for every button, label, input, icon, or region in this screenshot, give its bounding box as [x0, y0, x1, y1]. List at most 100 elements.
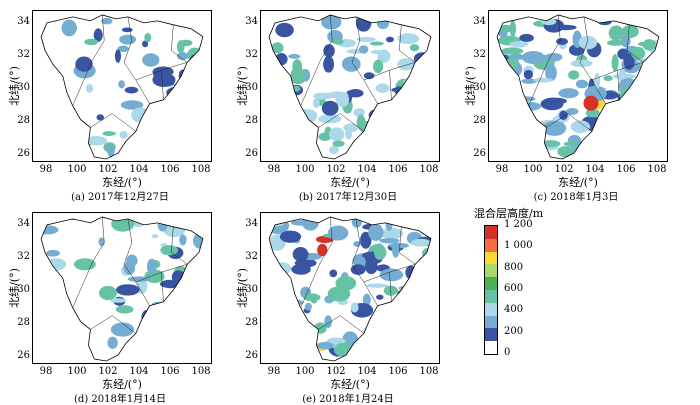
- mixing-layer-patch: [277, 144, 298, 160]
- mixing-layer-patch: [508, 53, 526, 61]
- mixing-layer-patch: [79, 138, 88, 151]
- city-boundary: [617, 70, 620, 100]
- mixing-layer-patch: [570, 59, 593, 68]
- mixing-layer-patch: [193, 269, 203, 285]
- mixing-layer-patch: [145, 333, 168, 344]
- mixing-layer-patch: [274, 274, 288, 287]
- mixing-layer-patch: [181, 75, 195, 85]
- mixing-layer-patch: [585, 141, 596, 155]
- city-boundary: [171, 24, 188, 63]
- mixing-layer-patch: [284, 149, 298, 155]
- x-tick-label: 102: [98, 366, 118, 377]
- city-boundary: [123, 16, 150, 104]
- y-axis-label: 北纬/(°): [236, 66, 249, 106]
- map-svg: [496, 14, 660, 160]
- mixing-layer-patch: [415, 317, 422, 326]
- mixing-layer-patch: [329, 269, 338, 278]
- mixing-layer-patch: [510, 109, 520, 127]
- mixing-layer-patch: [321, 14, 342, 30]
- y-tick-label: 30: [17, 82, 30, 93]
- map-svg: [268, 14, 432, 160]
- mixing-layer-patch: [423, 354, 431, 360]
- mixing-layer-patch: [313, 92, 333, 100]
- mixing-layer-patch: [635, 112, 649, 118]
- mixing-layer-patch: [107, 144, 115, 157]
- x-tick-label: 102: [326, 366, 346, 377]
- mixing-layer-patch: [318, 132, 332, 141]
- y-tick-label: 32: [473, 49, 486, 60]
- legend-colorbar: [484, 225, 498, 355]
- mixing-layer-patch: [142, 338, 163, 347]
- city-boundary: [318, 113, 364, 132]
- legend-label: 1 200: [504, 219, 533, 230]
- mixing-layer-patch: [648, 62, 659, 70]
- mixing-layer-patch: [275, 22, 294, 38]
- mixing-layer-patch: [379, 268, 404, 282]
- mixing-layer-patch: [183, 90, 192, 99]
- mixing-layer-patch: [388, 113, 409, 129]
- x-tick-label: 106: [160, 164, 180, 175]
- mixing-layer-patch: [275, 336, 289, 347]
- mixing-layer-patch: [111, 216, 135, 232]
- mixing-layer-patch: [304, 302, 313, 311]
- mixing-layer-patch: [597, 120, 605, 138]
- mixing-layer-patch: [114, 49, 122, 63]
- mixing-layer-patch: [182, 78, 201, 83]
- x-tick-label: 104: [129, 366, 149, 377]
- x-tick-label: 98: [495, 164, 509, 175]
- mixing-layer-patch: [652, 136, 659, 151]
- mixing-layer-patch: [501, 97, 515, 107]
- y-tick-label: 30: [245, 284, 258, 295]
- mixing-layer-patch: [647, 118, 659, 132]
- mixing-layer-patch: [520, 136, 530, 148]
- mixing-layer-patch: [381, 315, 394, 327]
- mixing-layer-patch: [115, 284, 140, 296]
- mixing-layer-patch: [282, 120, 293, 132]
- mixing-layer-patch: [398, 285, 412, 291]
- legend-color-cell: [485, 290, 497, 304]
- mixing-layer-patch: [276, 90, 291, 95]
- mixing-layer-patch: [408, 332, 430, 347]
- mixing-layer-patch: [321, 100, 339, 116]
- mixing-layer-patch: [506, 80, 516, 88]
- mixing-layer-patch: [373, 243, 385, 260]
- mixing-layer-patch: [638, 105, 654, 121]
- mixing-layer-patch: [380, 227, 404, 240]
- x-tick-label: 102: [326, 164, 346, 175]
- city-boundary: [351, 16, 378, 104]
- mixing-layer-patch: [341, 56, 361, 72]
- panel-caption: (c) 2018年1月3日: [533, 192, 619, 203]
- mixing-layer-patch: [153, 328, 170, 338]
- mixing-layer-patch: [126, 254, 138, 267]
- mixing-layer-patch: [101, 17, 113, 25]
- mixing-layer-patch: [179, 234, 187, 246]
- mixing-layer-patch: [540, 140, 561, 148]
- mixing-layer-patch: [514, 114, 522, 125]
- mixing-layer-patch: [374, 114, 393, 130]
- mixing-layer-patch: [418, 56, 431, 63]
- x-tick-label: 98: [39, 366, 53, 377]
- panel-caption: (b) 2017年12月30日: [298, 192, 398, 203]
- y-tick-label: 32: [245, 49, 258, 60]
- mixing-layer-patch: [376, 17, 390, 30]
- city-boundary: [546, 113, 592, 132]
- mixing-layer-patch: [191, 82, 203, 89]
- mixing-layer-patch: [417, 114, 426, 126]
- map-panel-e: 34 32 30 28 26 98 100 102 104 106 108 北纬/(°) 东经/(°) (…: [228, 210, 440, 405]
- city-boundary: [399, 24, 416, 63]
- mixing-layer-patch: [504, 69, 512, 76]
- x-tick-label: 106: [388, 164, 408, 175]
- mixing-layer-patch: [379, 237, 400, 244]
- mixing-layer-patch: [500, 47, 524, 55]
- province-boundary: [496, 14, 660, 160]
- mixing-layer-patch: [192, 132, 203, 148]
- mixing-layer-patch: [127, 276, 151, 282]
- mixing-layer-patch: [144, 340, 154, 355]
- mixing-layer-patch: [144, 32, 152, 43]
- mixing-layer-patch: [193, 72, 203, 82]
- mixing-layer-patch: [345, 127, 353, 140]
- mixing-layer-patch: [497, 99, 510, 110]
- mixing-layer-patch: [647, 141, 659, 156]
- mixing-layer-patch: [377, 110, 398, 120]
- mixing-layer-patch: [497, 114, 509, 130]
